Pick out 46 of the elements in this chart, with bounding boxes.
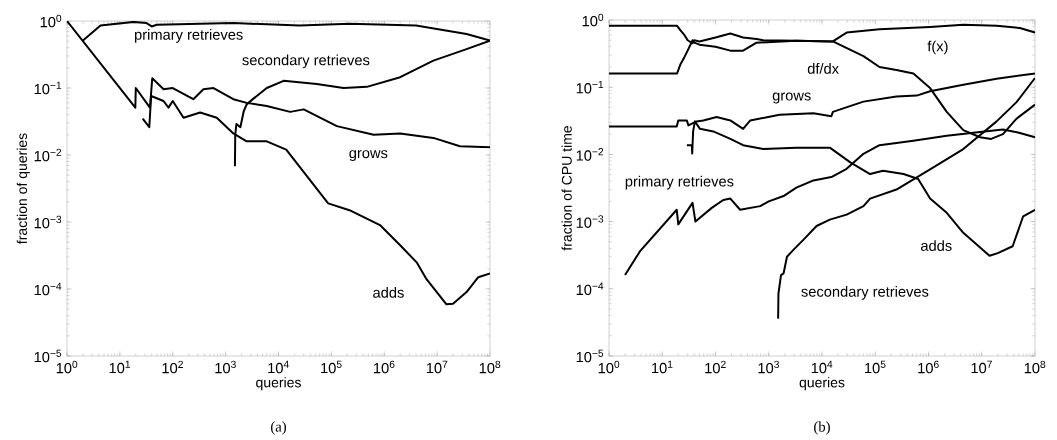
x-tick-label: 10$^{7}$ [971,360,992,374]
x-tick-label: 10$^{3}$ [758,360,779,374]
y-tick-label: 10$^{−2}$ [34,148,62,162]
series-label: secondary retrieves [242,54,370,69]
series-label: f(x) [927,40,948,55]
x-tick-label: 10$^{2}$ [705,360,726,374]
y-tick-label: 10$^{0}$ [582,13,604,27]
y-tick-label: 10$^{−3}$ [576,215,604,228]
x-tick-label: 10$^{4}$ [811,360,833,374]
y-tick-label: 10$^{−3}$ [34,215,62,229]
series-label: primary retrieves [135,29,243,43]
x-axis-title: queries [799,377,845,391]
series-label: adds [921,240,952,251]
y-axis-title: fraction of queries [16,133,30,244]
x-axis-title: queries [256,377,301,391]
x-tick-label: 10$^{1}$ [109,360,131,374]
x-tick-label: 10$^{0}$ [598,360,620,374]
series-label: grows [349,150,388,162]
series-label: grows [772,92,811,104]
y-tick-label: 10$^{−1}$ [576,80,604,94]
series-label: df/dx [807,63,839,74]
x-tick-label: 10$^{0}$ [56,360,78,374]
text: (b) [814,421,830,435]
series-label: secondary retrieves [801,286,929,300]
series-label: primary retrieves [625,175,734,190]
series-label: adds [373,287,404,298]
x-tick-label: 10$^{8}$ [1024,360,1046,374]
x-tick-label: 10$^{5}$ [865,360,886,374]
x-tick-label: 10$^{2}$ [162,360,183,374]
y-tick-label: 10$^{−4}$ [576,282,604,296]
x-tick-label: 10$^{1}$ [652,360,673,374]
x-tick-label: 10$^{7}$ [426,360,448,374]
x-tick-label: 10$^{6}$ [918,360,939,374]
y-tick-label: 10$^{0}$ [40,14,62,28]
x-tick-label: 10$^{8}$ [479,360,501,374]
y-axis-title: fraction of CPU time [561,126,572,251]
y-tick-label: 10$^{−4}$ [34,282,62,296]
y-tick-label: 10$^{−5}$ [34,349,62,363]
y-tick-label: 10$^{−2}$ [576,148,604,161]
x-tick-label: 10$^{6}$ [374,360,395,374]
y-tick-label: 10$^{−1}$ [34,81,62,95]
x-tick-label: 10$^{3}$ [215,360,236,374]
text: (a) [271,421,287,435]
y-tick-label: 10$^{−5}$ [576,349,604,363]
x-tick-label: 10$^{4}$ [268,360,289,374]
x-tick-label: 10$^{5}$ [321,360,342,374]
